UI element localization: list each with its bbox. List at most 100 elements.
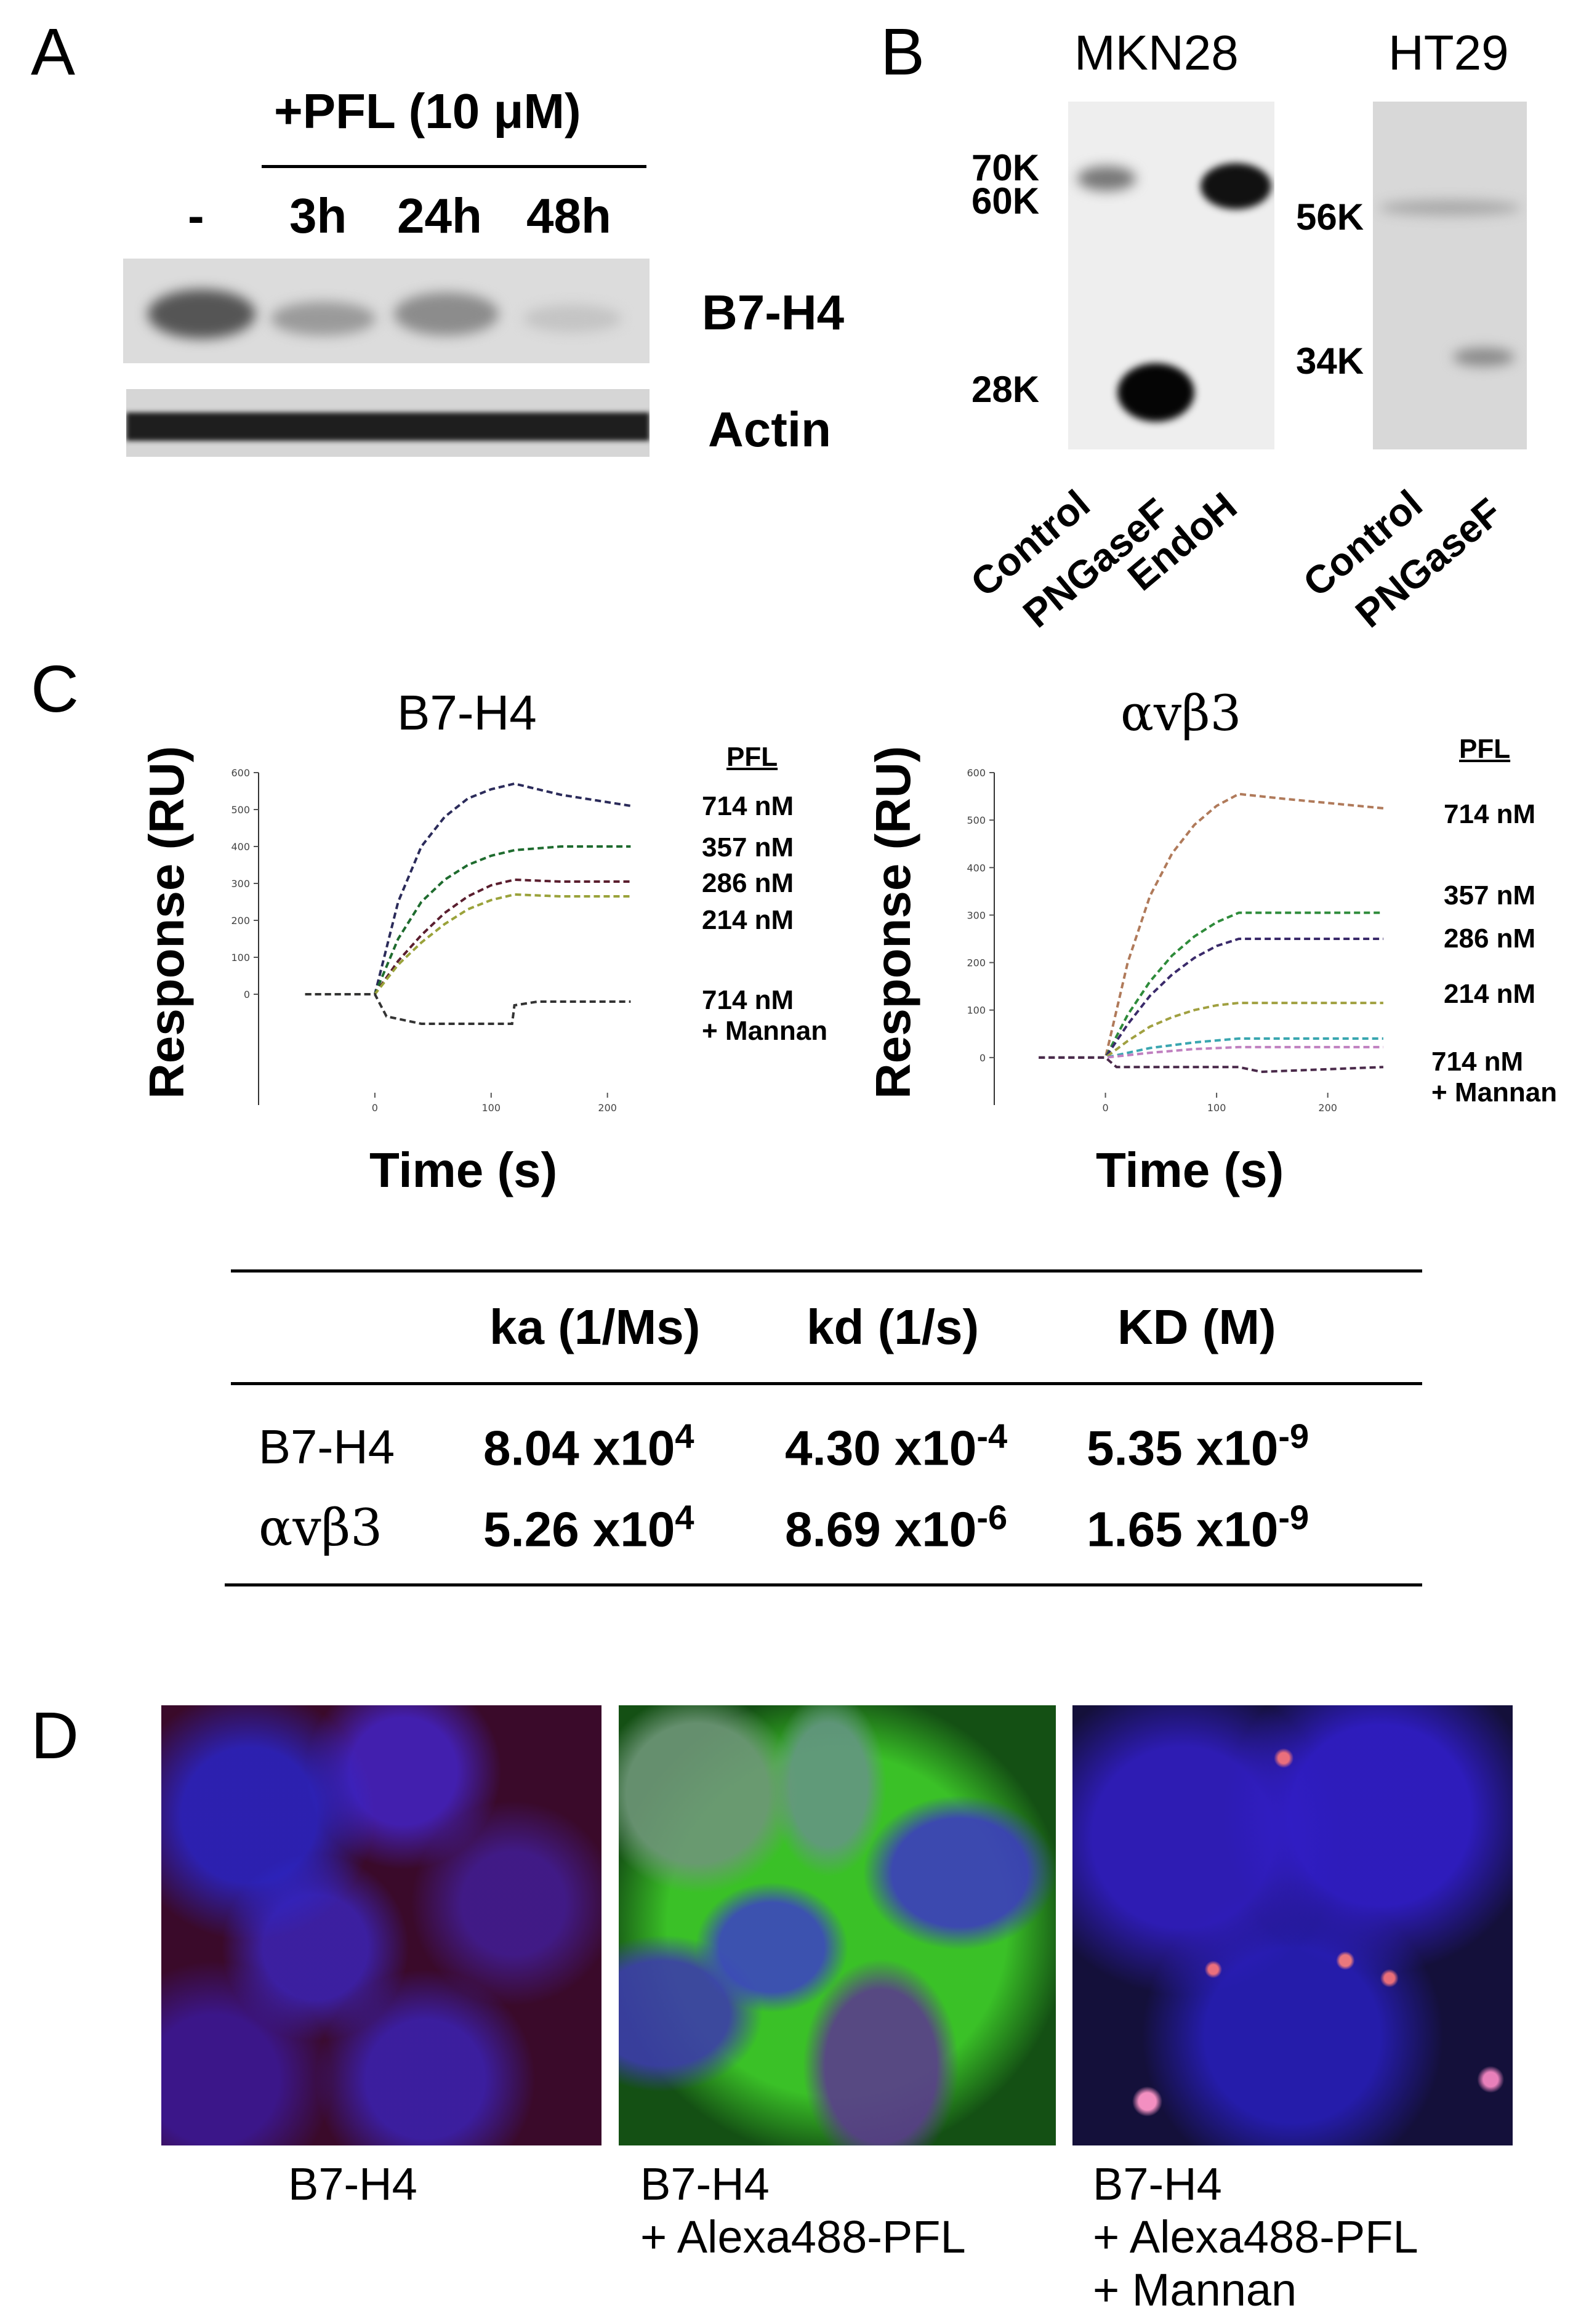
panel-b-letter: B [880,14,925,89]
x-tick-label: 100 [482,1102,501,1114]
y-tick-label: 400 [967,862,986,874]
series-line [1039,1045,1383,1059]
lane-label: 48h [526,188,611,243]
table-row-label: αvβ3 [259,1499,383,1558]
mw-marker: 34K [1296,340,1364,382]
series-label: 357 nM [1444,880,1536,911]
mkn28-blot [1068,102,1274,449]
actin-band [126,412,650,441]
series-label: 286 nM [702,868,794,898]
y-tick-label: 0 [980,1052,986,1064]
blot-band [394,292,499,336]
lane-label: 24h [397,188,482,243]
ht29-title: HT29 [1388,25,1509,80]
micrograph-caption: B7-H4 + Alexa488-PFL [640,2158,966,2262]
table-cell: 4.30 x10-4 [785,1417,1008,1476]
table-rule-top [231,1269,1422,1273]
y-tick-label: 100 [231,952,250,963]
lane-label: - [188,188,204,243]
sensorgram-integrin-ylabel: Response (RU) [866,746,920,1099]
row-label-actin: Actin [708,402,831,457]
ht29-blot [1373,102,1527,449]
mw-marker: 56K [1296,196,1364,238]
series-line [305,993,631,1025]
blot-band [1201,163,1271,209]
series-label: 214 nM [1444,979,1536,1009]
row-label-b7h4: B7-H4 [702,285,845,340]
panel-c-letter: C [31,651,79,726]
y-tick-label: 200 [967,957,986,969]
table-row-label: B7-H4 [259,1420,395,1474]
chart-legend-header: PFL [1459,734,1511,764]
blot-band [1117,363,1194,422]
chart-legend-header: PFL [726,742,778,772]
micrograph-b7h4-alexa488-pfl [619,1705,1056,2145]
table-rule-bottom [225,1583,1422,1586]
table-header: ka (1/Ms) [489,1300,701,1354]
y-tick-label: 500 [967,814,986,826]
panel-a-treatment-label: +PFL (10 μM) [274,84,581,139]
y-tick-label: 300 [967,909,986,921]
table-cell: 1.65 x10-9 [1087,1498,1309,1557]
y-tick-label: 0 [244,989,250,1000]
mw-marker: 70K [972,147,1040,188]
panel-d-letter: D [31,1698,79,1772]
x-tick-label: 100 [1207,1102,1226,1114]
table-cell: 5.35 x10-9 [1087,1417,1309,1476]
y-tick-label: 600 [231,767,250,779]
series-label: 214 nM [702,905,794,935]
x-tick-label: 0 [372,1102,378,1114]
x-tick-label: 200 [598,1102,617,1114]
series-line [1039,1002,1383,1059]
micrograph-caption: B7-H4 [288,2158,417,2209]
sensorgram-b7h4-plot: 0 100 200 300 400 500 600 0 100 200 [231,767,631,1114]
micrograph-b7h4 [161,1705,601,2145]
series-line [305,893,631,995]
x-tick-label: 200 [1318,1102,1337,1114]
blot-band [523,305,622,332]
mw-marker: 60K [972,180,1040,222]
y-tick-label: 600 [967,767,986,779]
sensorgram-b7h4-ylabel: Response (RU) [139,746,194,1099]
mw-marker: 28K [972,369,1040,410]
panel-a-letter: A [31,14,76,89]
x-tick-label: 0 [1102,1102,1108,1114]
series-label: 714 nM + Mannan [702,985,828,1046]
series-line [1039,792,1384,1059]
y-tick-label: 500 [231,804,250,816]
sensorgram-b7h4-title: B7-H4 [397,685,537,740]
y-tick-label: 100 [967,1005,986,1016]
mkn28-title: MKN28 [1074,25,1239,80]
b7h4-blot [123,259,650,363]
table-header: KD (M) [1117,1300,1276,1354]
table-cell: 8.69 x10-6 [785,1498,1008,1557]
blot-band [1453,348,1515,366]
actin-blot [126,389,650,457]
series-line [305,782,631,995]
series-label: 714 nM [1444,799,1536,829]
sensorgram-integrin-xlabel: Time (s) [1096,1143,1284,1197]
table-cell: 5.26 x104 [483,1498,694,1557]
blot-band [148,289,255,339]
y-tick-label: 300 [231,878,250,890]
micrograph-caption: B7-H4 + Alexa488-PFL + Mannan [1093,2158,1418,2315]
blot-band [1379,200,1521,215]
sensorgram-integrin-title: αvβ3 [1120,685,1242,742]
sensorgram-integrin-plot: 0 100 200 300 400 500 600 0 100 200 [967,767,1384,1114]
series-line [1039,1056,1383,1074]
sensorgram-b7h4-xlabel: Time (s) [369,1143,558,1197]
micrograph-b7h4-alexa488-pfl-mannan [1072,1705,1513,2145]
blot-band [271,302,376,336]
panel-a-treatment-underline [262,165,646,168]
table-rule-mid [231,1382,1422,1385]
series-label: 357 nM [702,832,794,862]
series-line [1039,938,1383,1059]
series-line [1039,911,1383,1059]
series-label: 714 nM [702,791,794,821]
blot-band [1077,166,1136,191]
series-label: 286 nM [1444,923,1536,954]
series-label: 714 nM + Mannan [1431,1047,1558,1108]
table-header: kd (1/s) [807,1300,980,1354]
series-line [305,878,631,995]
y-tick-label: 200 [231,915,250,927]
